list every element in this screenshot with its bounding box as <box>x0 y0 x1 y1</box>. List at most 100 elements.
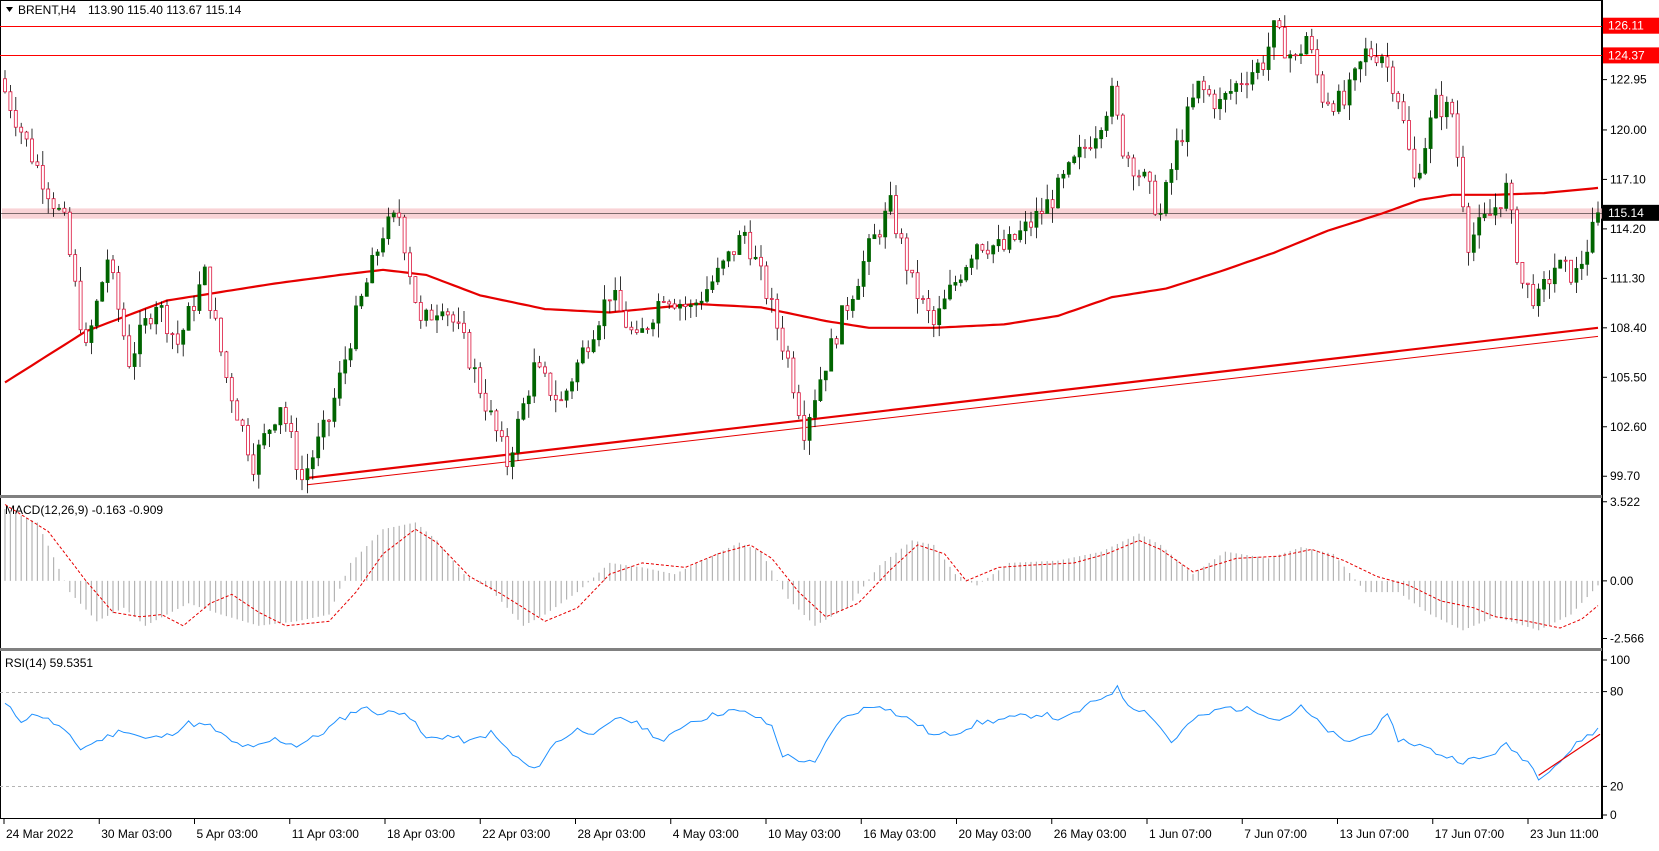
candle-body <box>1083 146 1087 149</box>
candle <box>1239 72 1244 92</box>
candle <box>1347 72 1352 120</box>
time-tick-label: 1 Jun 07:00 <box>1149 827 1212 841</box>
candle <box>656 293 661 338</box>
candle <box>435 304 439 334</box>
price-pane[interactable]: 99.70 102.60 105.50 108.40 111.30 114.20 117.1… <box>0 3 1659 494</box>
candle-body <box>1158 212 1163 215</box>
candle-body <box>607 299 612 302</box>
candle <box>931 306 936 338</box>
support-trendline[interactable] <box>307 326 1599 480</box>
candle <box>1455 100 1460 167</box>
candle <box>1525 282 1530 299</box>
candle <box>1450 98 1455 118</box>
candle <box>1212 89 1217 119</box>
candle-body <box>656 301 661 324</box>
candle <box>883 202 888 249</box>
time-tick-label: 16 May 03:00 <box>863 827 936 841</box>
candle <box>3 70 7 94</box>
candle <box>802 400 807 450</box>
candle <box>105 249 110 293</box>
candle <box>1126 151 1131 168</box>
candle-body <box>175 333 180 345</box>
candle <box>850 295 855 318</box>
rsi-trendline[interactable] <box>1538 733 1601 776</box>
candle-body <box>1261 62 1266 70</box>
macd-axis: 3.522 0.00 -2.566 <box>1602 495 1644 645</box>
macd-pane[interactable]: MACD(12,26,9) -0.163 -0.909 3.522 0.00 -2.… <box>4 495 1644 646</box>
candle <box>1477 204 1482 249</box>
candle <box>780 315 785 360</box>
candle-body <box>1504 182 1509 209</box>
candle <box>629 321 634 335</box>
candle <box>1380 53 1384 68</box>
candle <box>732 251 736 262</box>
candle-body <box>84 329 88 343</box>
time-tick-label: 4 May 03:00 <box>673 827 739 841</box>
candle <box>283 401 288 432</box>
macd-signal-path <box>4 504 1599 629</box>
candle <box>429 304 434 321</box>
candle-body <box>343 359 348 374</box>
candle <box>1320 71 1325 108</box>
dropdown-triangle-icon[interactable] <box>6 7 13 12</box>
candle-body <box>586 347 591 353</box>
rsi-pane[interactable]: RSI(14) 59.5351 100 80 20 0 <box>0 653 1630 822</box>
candle <box>1385 42 1390 82</box>
candle <box>94 299 99 330</box>
candle <box>1536 283 1541 317</box>
candle <box>1520 262 1525 289</box>
candle <box>62 201 67 216</box>
candle-body <box>683 303 688 308</box>
candle-body <box>337 372 342 399</box>
candle <box>46 182 51 214</box>
candle <box>1282 15 1287 59</box>
candle <box>1596 201 1600 226</box>
candle-body <box>651 322 655 330</box>
candle-body <box>861 261 866 287</box>
candle-body <box>408 252 412 278</box>
candle-body <box>1137 175 1141 178</box>
support-trendline[interactable] <box>307 335 1599 486</box>
candle <box>159 301 164 323</box>
time-tick-label: 23 Jun 11:00 <box>1530 827 1599 841</box>
candle-body <box>926 298 931 311</box>
rsi-trendline-line[interactable] <box>1538 733 1601 776</box>
rsi-tick-label: 80 <box>1610 685 1624 699</box>
candle <box>910 269 915 278</box>
candle-body <box>1585 251 1590 265</box>
candle-body <box>397 212 402 218</box>
candle <box>202 264 207 286</box>
candle-body <box>705 289 709 302</box>
candle <box>321 410 326 450</box>
trendlines[interactable] <box>307 326 1599 486</box>
candle-body <box>1277 20 1282 28</box>
candle-body <box>181 329 186 345</box>
candle-body <box>1515 209 1519 263</box>
candle-body <box>1228 91 1233 94</box>
candle <box>343 346 348 385</box>
candle <box>543 361 547 377</box>
symbol-header[interactable]: BRENT,H4 113.90 115.40 113.67 115.14 <box>6 3 242 17</box>
candle <box>1336 84 1341 115</box>
candle-body <box>213 310 218 319</box>
candle-body <box>559 399 564 402</box>
candle-body <box>521 403 526 420</box>
time-axis: 24 Mar 2022 30 Mar 03:00 5 Apr 03:00 11 Apr… <box>3 819 1599 841</box>
candle <box>1245 71 1249 99</box>
candle <box>348 343 353 368</box>
candle <box>1309 28 1314 54</box>
symbol-label: BRENT,H4 <box>18 3 76 17</box>
candle <box>861 250 866 298</box>
candle <box>759 245 763 281</box>
candle-body <box>1385 56 1390 68</box>
time-tick-label: 26 May 03:00 <box>1054 827 1127 841</box>
candle-body <box>1342 90 1347 106</box>
candle-body <box>1309 36 1314 51</box>
candle-body <box>1412 148 1417 179</box>
candle <box>192 295 196 322</box>
price-tags: 126.11 124.37 115.14 <box>1603 17 1659 221</box>
horizontal-levels[interactable] <box>0 26 1602 214</box>
candle-body <box>1072 156 1077 163</box>
candle-body <box>30 138 34 163</box>
